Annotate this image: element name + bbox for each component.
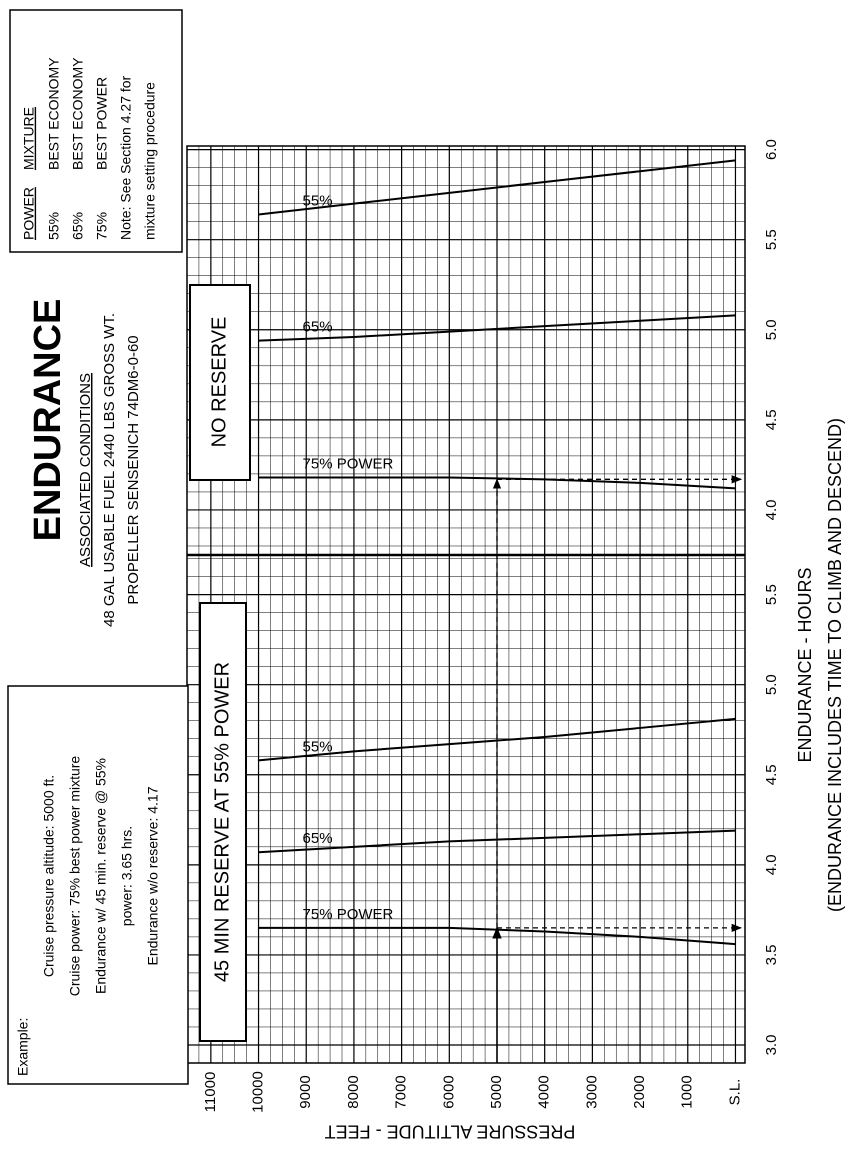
boxes — [7, 9, 251, 1085]
grid — [186, 145, 746, 1064]
x-axis-label: PRESSURE ALTITUDE - FEET — [325, 1121, 576, 1141]
y-tick-label: 4.0 — [763, 500, 780, 521]
conditions: PROPELLER SENSENICH 74DM6-0-60 — [125, 335, 142, 604]
legend-cell: BEST ECONOMY — [46, 57, 62, 170]
panel-name-box — [199, 602, 247, 1042]
legend-cell: 75% — [94, 212, 110, 240]
y-tick-label: 5.5 — [763, 229, 780, 250]
legend-cell: 55% — [46, 212, 62, 240]
panel-name: NO RESERVE — [208, 317, 230, 448]
series-line — [258, 829, 736, 854]
x-tick-label: 7000 — [393, 1075, 410, 1108]
y-tick-label: 5.0 — [763, 319, 780, 340]
example-title: Example: — [15, 1018, 31, 1076]
y-tick-label: 4.0 — [763, 854, 780, 875]
marks — [258, 159, 743, 1063]
legend-box — [9, 9, 183, 253]
x-tick-label: 9000 — [297, 1075, 314, 1108]
example-line: Endurance w/ 45 min. reserve @ 55% — [93, 758, 109, 994]
legend-header: POWER — [21, 187, 37, 240]
chart-title: ENDURANCE — [27, 299, 69, 542]
texts: S.L. 1000 2000 3000 4000 5000 6000 7000 8000 9000… — [15, 57, 845, 1141]
subtitle: ASSOCIATED CONDITIONS — [77, 373, 94, 567]
series-line — [258, 314, 736, 342]
example-line: power: 3.65 hrs. — [119, 826, 135, 926]
x-tick-label: 6000 — [440, 1075, 457, 1108]
y-tick-label: 5.0 — [763, 674, 780, 695]
legend-cell: BEST ECONOMY — [70, 57, 86, 170]
y-tick-label: 6.0 — [763, 139, 780, 160]
legend-note: mixture setting procedure — [142, 82, 158, 240]
legend-header: MIXTURE — [21, 107, 37, 170]
y-tick-label: 5.5 — [763, 584, 780, 605]
series-label: 55% — [303, 192, 333, 209]
conditions: 48 GAL USABLE FUEL 2440 LBS GROSS WT. — [101, 313, 118, 627]
series-line — [258, 159, 736, 216]
panel-name-box — [189, 284, 251, 481]
y-tick-label: 4.5 — [763, 764, 780, 785]
y-axis-label: (ENDURANCE INCLUDES TIME TO CLIMB AND DE… — [825, 418, 845, 912]
x-tick-label: 10000 — [250, 1071, 267, 1113]
x-tick-label: 11000 — [202, 1072, 219, 1113]
plot-frame — [186, 145, 746, 1064]
series-label: 55% — [303, 738, 333, 755]
x-tick-label: 8000 — [345, 1075, 362, 1108]
legend-note: Note: See Section 4.27 for — [118, 75, 134, 240]
series-label: 75% POWER — [303, 455, 394, 472]
series-label: 65% — [303, 830, 333, 847]
legend-cell: BEST POWER — [94, 77, 110, 170]
example-line: Endurance w/o reserve: 4.17 — [145, 786, 161, 965]
x-tick-label: S.L. — [726, 1079, 743, 1106]
x-tick-label: 5000 — [488, 1075, 505, 1108]
series-label: 65% — [303, 319, 333, 336]
y-tick-label: 3.5 — [763, 944, 780, 965]
y-axis-label: ENDURANCE - HOURS — [795, 567, 815, 762]
x-tick-label: 4000 — [536, 1075, 553, 1108]
series-label: 75% POWER — [303, 906, 394, 923]
y-tick-label: 3.0 — [763, 1035, 780, 1056]
x-tick-label: 2000 — [631, 1075, 648, 1108]
x-tick-label: 1000 — [679, 1075, 696, 1108]
panel-name: 45 MIN RESERVE AT 55% POWER — [211, 662, 233, 982]
x-tick-label: 3000 — [583, 1075, 600, 1108]
y-tick-label: 4.5 — [763, 409, 780, 430]
example-box — [7, 685, 189, 1085]
series-line — [258, 717, 736, 762]
legend-cell: 65% — [70, 212, 86, 240]
example-line: Cruise power: 75% best power mixture — [67, 756, 83, 997]
example-line: Cruise pressure altitude: 5000 ft. — [41, 775, 57, 977]
